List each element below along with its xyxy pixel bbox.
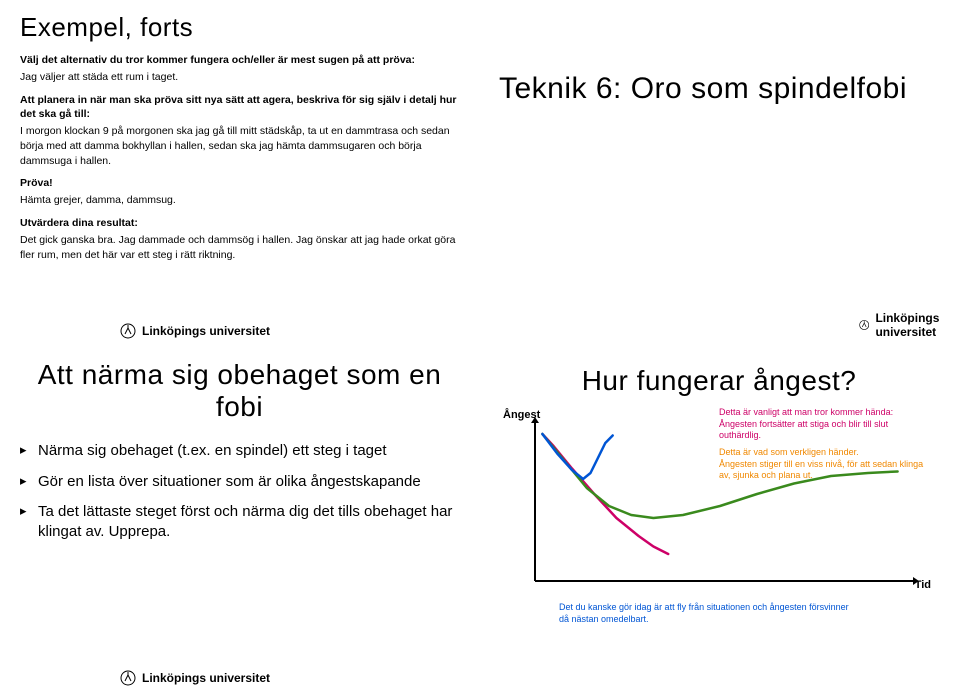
- anxiety-chart: Ångest Tid Detta är vanligt att man tror…: [499, 407, 939, 637]
- university-logo: Linköpings universitet: [120, 323, 270, 339]
- university-label: Linköpings universitet: [875, 311, 959, 339]
- slide-example-cont: Exempel, forts Välj det alternativ du tr…: [0, 0, 479, 347]
- y-axis-label: Ångest: [503, 409, 540, 421]
- answer-plan: I morgon klockan 9 på morgonen ska jag g…: [20, 124, 459, 168]
- seal-icon: [120, 670, 136, 686]
- slide-title: Hur fungerar ångest?: [499, 365, 939, 397]
- annotation-actual: Detta är vad som verkligen händer. Ånges…: [719, 447, 929, 482]
- prompt-try: Pröva!: [20, 176, 459, 190]
- answer-try: Hämta grejer, damma, dammsug.: [20, 193, 459, 208]
- slide-anxiety-chart: Hur fungerar ångest? Ångest Tid Detta är…: [479, 347, 959, 694]
- annotation-believed: Detta är vanligt att man tror kommer hän…: [719, 407, 929, 442]
- slide-title: Att närma sig obehaget som en fobi: [20, 359, 459, 423]
- seal-icon: [120, 323, 136, 339]
- seal-icon: [859, 317, 869, 333]
- slide-technique-6: Teknik 6: Oro som spindelfobi Linköpings…: [479, 0, 959, 347]
- annotation-flee: Det du kanske gör idag är att fly från s…: [559, 602, 859, 625]
- bullet-item: Gör en lista över situationer som är oli…: [20, 472, 459, 492]
- slide-title: Teknik 6: Oro som spindelfobi: [499, 72, 939, 106]
- bullet-item: Ta det lättaste steget först och närma d…: [20, 502, 459, 543]
- university-logo: Linköpings universitet: [120, 670, 270, 686]
- slide-title: Exempel, forts: [20, 12, 459, 43]
- university-label: Linköpings universitet: [142, 671, 270, 685]
- answer-eval: Det gick ganska bra. Jag dammade och dam…: [20, 233, 459, 262]
- prompt-choose: Välj det alternativ du tror kommer funge…: [20, 53, 459, 67]
- answer-choose: Jag väljer att städa ett rum i taget.: [20, 70, 459, 85]
- university-label: Linköpings universitet: [142, 324, 270, 338]
- x-axis-label: Tid: [915, 579, 931, 591]
- bullet-item: Närma sig obehaget (t.ex. en spindel) et…: [20, 441, 459, 461]
- prompt-eval: Utvärdera dina resultat:: [20, 216, 459, 230]
- prompt-plan: Att planera in när man ska pröva sitt ny…: [20, 93, 459, 121]
- bullet-list: Närma sig obehaget (t.ex. en spindel) et…: [20, 441, 459, 542]
- university-logo: Linköpings universitet: [859, 311, 959, 339]
- slide-approach-phobia: Att närma sig obehaget som en fobi Närma…: [0, 347, 479, 694]
